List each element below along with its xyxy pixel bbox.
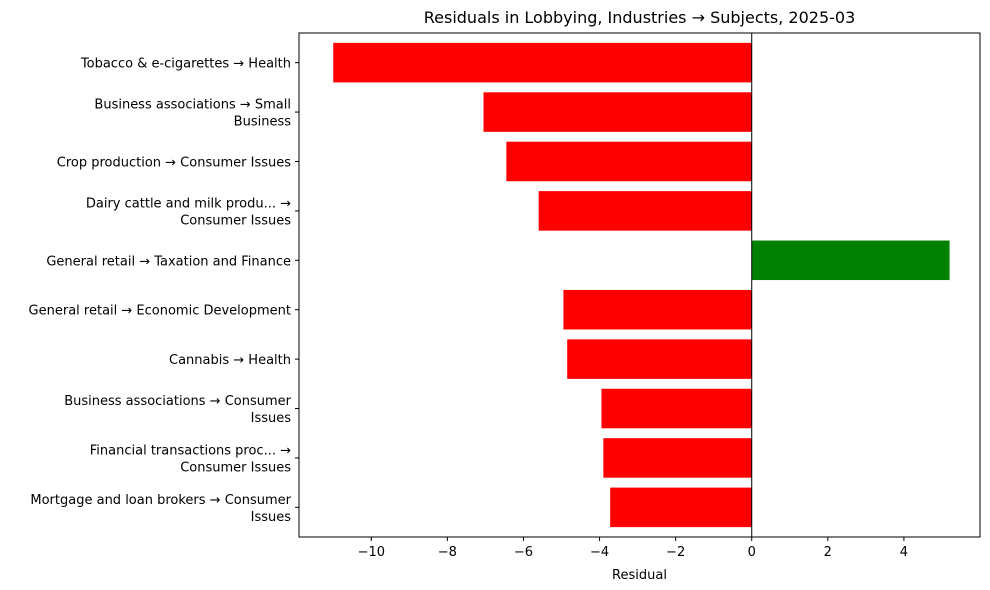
y-tick-label: Consumer Issues	[180, 460, 291, 475]
y-tick-label: Business associations → Consumer	[64, 394, 291, 409]
bar-group	[333, 42, 950, 528]
y-tick-label: Business	[234, 115, 292, 130]
y-tick-label: General retail → Economic Development	[29, 304, 291, 319]
chart-title: Residuals in Lobbying, Industries → Subj…	[424, 8, 856, 27]
x-tick-label: −8	[438, 545, 457, 560]
y-tick-label: Consumer Issues	[180, 213, 291, 228]
bar	[563, 289, 752, 330]
x-tick-label: 2	[824, 545, 832, 560]
x-axis-ticks: −10 −8 −6 −4 −2 0 2 4	[358, 537, 908, 560]
bar	[567, 339, 752, 379]
bar	[610, 487, 752, 528]
y-tick-label: Cannabis → Health	[169, 353, 291, 368]
bar	[601, 388, 752, 429]
x-axis-label: Residual	[612, 568, 667, 583]
y-tick-label: General retail → Taxation and Finance	[46, 254, 291, 269]
x-tick-label: −4	[590, 545, 609, 560]
y-tick-label: Issues	[251, 411, 292, 426]
bar	[333, 42, 752, 83]
y-tick-label: Tobacco & e-cigarettes → Health	[80, 57, 291, 72]
plot-frame	[298, 32, 981, 538]
x-tick-label: −10	[358, 545, 385, 560]
y-axis-ticks: Tobacco & e-cigarettes → Health Business …	[29, 57, 299, 525]
bar	[751, 240, 950, 281]
x-tick-label: −2	[666, 545, 685, 560]
y-tick-label: Business associations → Small	[94, 98, 291, 113]
x-tick-label: 4	[900, 545, 908, 560]
bar	[538, 191, 752, 231]
y-tick-label: Dairy cattle and milk produ... →	[86, 196, 291, 211]
y-tick-label: Issues	[251, 510, 292, 525]
bar	[483, 92, 752, 132]
bar	[506, 141, 752, 182]
y-tick-label: Financial transactions proc... →	[90, 443, 291, 458]
x-tick-label: 0	[748, 545, 756, 560]
bar	[603, 438, 752, 478]
y-tick-label: Crop production → Consumer Issues	[57, 155, 291, 170]
y-tick-label: Mortgage and loan brokers → Consumer	[30, 493, 291, 508]
x-tick-label: −6	[514, 545, 533, 560]
